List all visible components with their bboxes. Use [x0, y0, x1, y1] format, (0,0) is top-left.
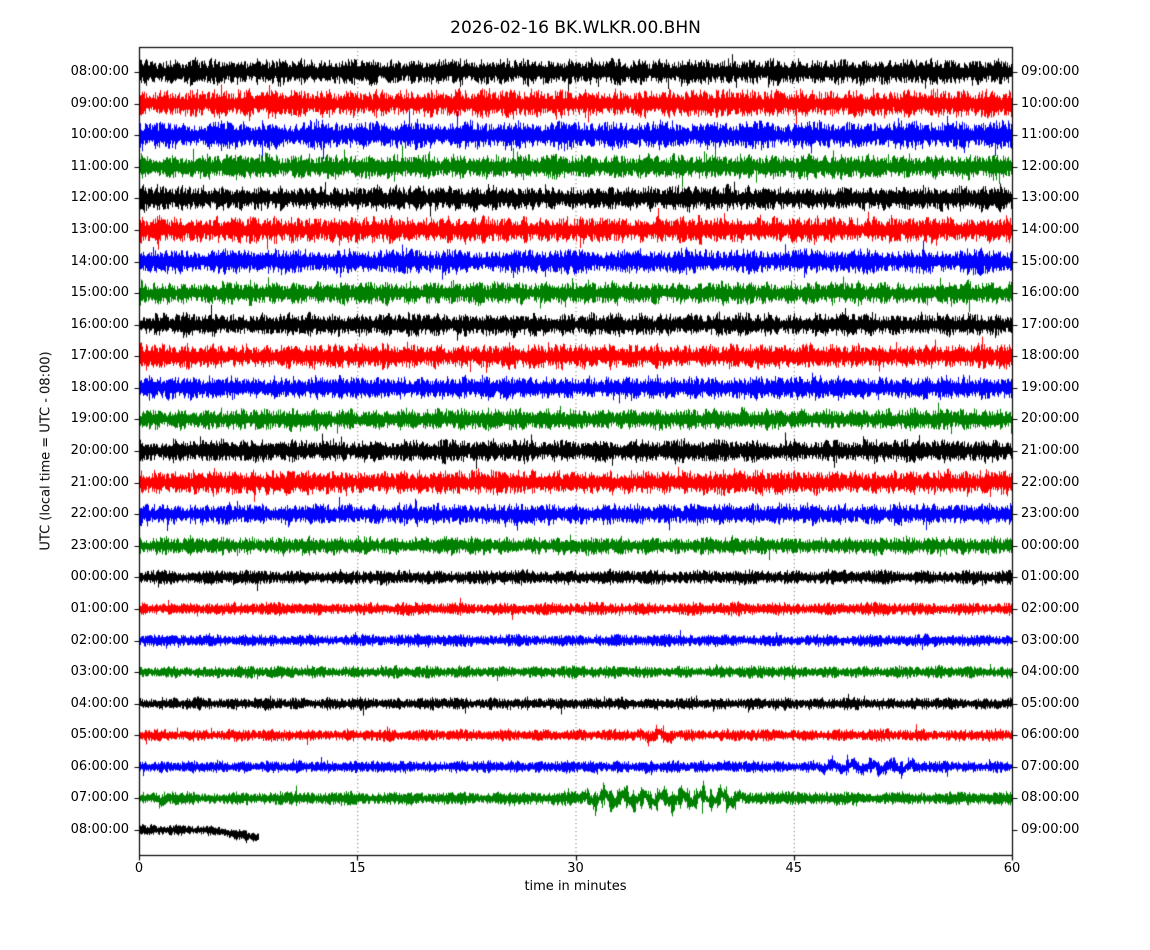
utc-time-tick-label: 09:00:00 — [70, 95, 129, 111]
local-time-tick-label: 15:00:00 — [1021, 253, 1080, 269]
utc-time-tick-label: 18:00:00 — [70, 379, 129, 395]
local-time-tick-label: 18:00:00 — [1021, 348, 1080, 364]
local-time-tick-label: 04:00:00 — [1021, 664, 1080, 680]
local-time-tick-label: 16:00:00 — [1021, 285, 1080, 301]
local-time-tick-label: 23:00:00 — [1021, 506, 1080, 522]
x-tick-label: 0 — [134, 861, 144, 876]
local-time-tick-label: 09:00:00 — [1021, 822, 1080, 837]
utc-time-tick-label: 02:00:00 — [70, 632, 129, 648]
local-time-tick-label: 17:00:00 — [1021, 316, 1080, 332]
utc-time-tick-label: 17:00:00 — [70, 348, 129, 364]
utc-time-tick-label: 14:00:00 — [70, 253, 129, 269]
utc-time-tick-label: 12:00:00 — [70, 190, 129, 206]
utc-time-tick-label: 23:00:00 — [70, 537, 129, 553]
utc-time-tick-label: 04:00:00 — [70, 695, 129, 711]
x-tick-label: 30 — [567, 861, 584, 876]
utc-time-tick-label: 22:00:00 — [70, 506, 129, 522]
utc-time-tick-label: 07:00:00 — [70, 790, 129, 806]
local-time-tick-label: 22:00:00 — [1021, 474, 1080, 490]
utc-time-tick-label: 10:00:00 — [70, 127, 129, 143]
local-time-tick-label: 02:00:00 — [1021, 600, 1080, 616]
local-time-tick-label: 19:00:00 — [1021, 379, 1080, 395]
local-time-tick-label: 05:00:00 — [1021, 695, 1080, 711]
local-time-tick-label: 00:00:00 — [1021, 537, 1080, 553]
local-time-tick-label: 20:00:00 — [1021, 411, 1080, 427]
utc-time-tick-label: 13:00:00 — [70, 221, 129, 237]
x-tick-label: 15 — [348, 861, 366, 876]
page-title: 2026-02-16 BK.WLKR.00.BHN — [450, 18, 701, 38]
local-time-tick-label: 12:00:00 — [1021, 158, 1080, 174]
local-time-tick-label: 13:00:00 — [1021, 190, 1080, 206]
utc-time-tick-label: 11:00:00 — [70, 158, 129, 174]
utc-time-tick-label: 05:00:00 — [70, 727, 129, 743]
x-tick-label: 45 — [785, 861, 803, 876]
utc-time-tick-label: 21:00:00 — [70, 474, 129, 490]
local-time-tick-label: 21:00:00 — [1021, 443, 1080, 458]
utc-time-tick-label: 08:00:00 — [70, 822, 129, 837]
utc-time-tick-label: 03:00:00 — [70, 664, 129, 680]
local-time-tick-label: 06:00:00 — [1021, 727, 1080, 743]
local-time-tick-label: 08:00:00 — [1021, 790, 1080, 806]
local-time-tick-label: 09:00:00 — [1021, 64, 1080, 79]
x-axis-label: time in minutes — [524, 879, 627, 894]
local-time-tick-label: 07:00:00 — [1021, 758, 1080, 774]
utc-time-tick-label: 00:00:00 — [70, 569, 129, 585]
utc-time-tick-label: 08:00:00 — [70, 64, 129, 79]
utc-time-tick-label: 06:00:00 — [70, 758, 129, 774]
local-time-tick-label: 10:00:00 — [1021, 95, 1080, 111]
utc-time-tick-label: 19:00:00 — [70, 411, 129, 427]
x-tick-label: 60 — [1003, 861, 1021, 876]
utc-time-tick-label: 01:00:00 — [70, 600, 129, 616]
utc-time-tick-label: 16:00:00 — [70, 316, 129, 332]
local-time-tick-label: 11:00:00 — [1021, 127, 1080, 143]
local-time-tick-label: 01:00:00 — [1021, 569, 1080, 585]
utc-time-tick-label: 20:00:00 — [70, 443, 129, 458]
local-time-tick-label: 03:00:00 — [1021, 632, 1080, 648]
utc-time-tick-label: 15:00:00 — [70, 285, 129, 301]
local-time-tick-label: 14:00:00 — [1021, 221, 1080, 237]
